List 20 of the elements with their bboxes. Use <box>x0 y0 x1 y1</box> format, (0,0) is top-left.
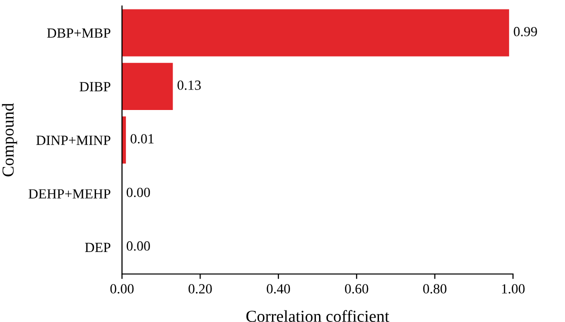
x-tick-label: 0.20 <box>188 284 212 294</box>
x-tick-label: 0.40 <box>266 284 290 294</box>
y-tick-label: DIBP <box>80 82 110 92</box>
x-tick-label: 1.00 <box>502 284 525 294</box>
y-tick-label: DBP+MBP <box>47 28 110 38</box>
y-axis-title: Compound <box>2 103 18 176</box>
x-axis-title: Correlation cofficient <box>246 310 390 322</box>
bar <box>122 9 510 56</box>
data-label: 0.99 <box>514 26 537 36</box>
x-tick-label: 0.80 <box>423 284 446 294</box>
y-tick-label: DEHP+MEHP <box>28 189 110 198</box>
y-tick-label: DEP <box>85 242 110 252</box>
data-label: 0.00 <box>126 241 150 251</box>
data-label: 0.01 <box>130 134 154 144</box>
data-label: 0.13 <box>178 80 201 90</box>
x-tick-label: 0.60 <box>344 284 368 294</box>
data-label: 0.00 <box>126 188 150 198</box>
x-tick-label: 0.00 <box>110 284 134 294</box>
bar <box>122 62 173 110</box>
y-tick-label: DINP+MINP <box>36 136 110 145</box>
